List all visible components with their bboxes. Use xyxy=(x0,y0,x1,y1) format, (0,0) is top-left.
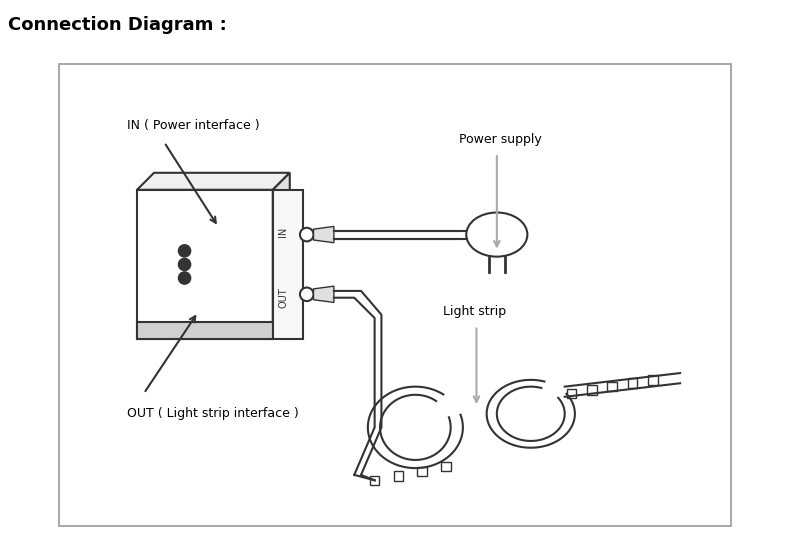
Circle shape xyxy=(179,272,190,284)
Polygon shape xyxy=(273,190,303,339)
Bar xyxy=(370,476,379,485)
Bar xyxy=(628,379,638,388)
Text: OUT ( Light strip interface ): OUT ( Light strip interface ) xyxy=(127,407,299,420)
Polygon shape xyxy=(137,322,273,339)
Polygon shape xyxy=(314,286,334,302)
Text: IN: IN xyxy=(279,226,288,237)
Bar xyxy=(608,382,617,392)
Text: OUT: OUT xyxy=(279,287,288,308)
Circle shape xyxy=(300,287,314,301)
Bar xyxy=(441,462,450,471)
Text: IN ( Power interface ): IN ( Power interface ) xyxy=(127,119,259,132)
Bar xyxy=(649,375,658,384)
Polygon shape xyxy=(137,173,290,190)
Text: Power supply: Power supply xyxy=(460,133,542,146)
Circle shape xyxy=(300,228,314,241)
Ellipse shape xyxy=(466,213,528,256)
Circle shape xyxy=(179,258,190,271)
Bar xyxy=(587,385,596,395)
Bar xyxy=(566,389,576,398)
Text: Light strip: Light strip xyxy=(442,305,506,319)
Bar xyxy=(417,467,427,476)
Bar xyxy=(393,471,403,481)
Polygon shape xyxy=(314,226,334,242)
Text: Connection Diagram :: Connection Diagram : xyxy=(8,16,227,34)
Circle shape xyxy=(179,245,190,257)
Polygon shape xyxy=(273,173,290,339)
